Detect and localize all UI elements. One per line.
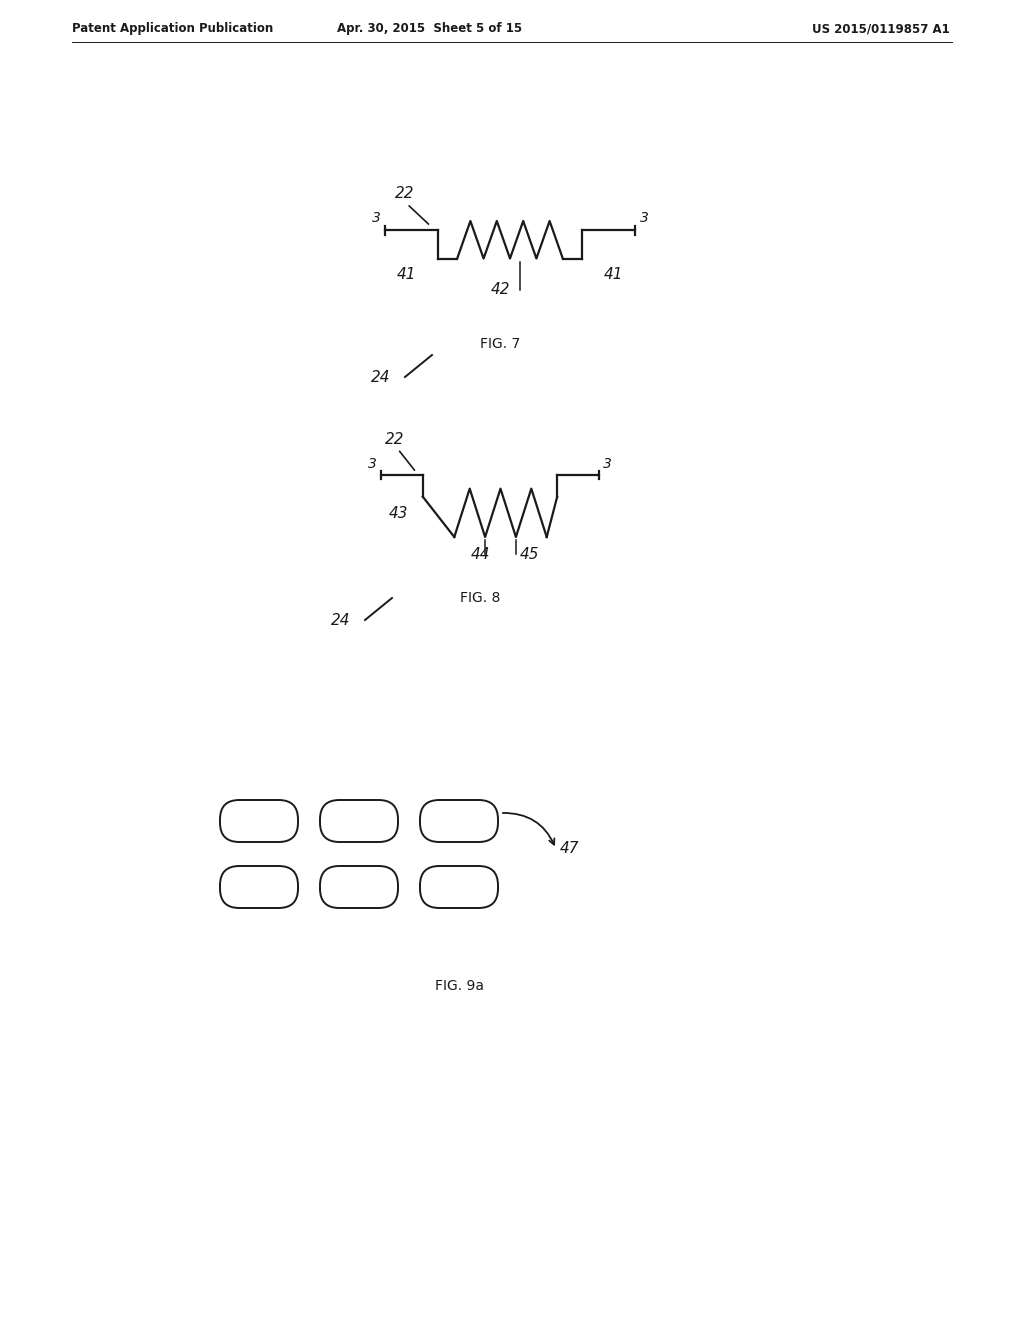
Text: FIG. 8: FIG. 8 [460, 591, 500, 605]
Text: FIG. 9a: FIG. 9a [435, 979, 484, 993]
Text: Patent Application Publication: Patent Application Publication [72, 22, 273, 36]
Text: 24: 24 [371, 370, 390, 385]
Text: 3: 3 [372, 211, 380, 226]
FancyBboxPatch shape [220, 800, 298, 842]
FancyBboxPatch shape [220, 866, 298, 908]
Text: 22: 22 [385, 432, 404, 447]
Text: 3: 3 [640, 211, 648, 226]
Text: 43: 43 [389, 507, 409, 521]
Text: Apr. 30, 2015  Sheet 5 of 15: Apr. 30, 2015 Sheet 5 of 15 [338, 22, 522, 36]
Text: 41: 41 [397, 267, 417, 281]
Text: 44: 44 [471, 546, 490, 562]
Text: FIG. 7: FIG. 7 [480, 337, 520, 351]
Text: 42: 42 [490, 281, 510, 297]
FancyBboxPatch shape [420, 800, 498, 842]
FancyBboxPatch shape [319, 866, 398, 908]
Text: 3: 3 [368, 457, 377, 470]
FancyBboxPatch shape [420, 866, 498, 908]
Text: 41: 41 [603, 267, 623, 281]
Text: 24: 24 [331, 612, 350, 628]
FancyBboxPatch shape [319, 800, 398, 842]
Text: 3: 3 [603, 457, 612, 470]
Text: US 2015/0119857 A1: US 2015/0119857 A1 [812, 22, 950, 36]
Text: 45: 45 [520, 546, 540, 562]
Text: 22: 22 [395, 186, 415, 202]
Text: 47: 47 [560, 841, 580, 855]
